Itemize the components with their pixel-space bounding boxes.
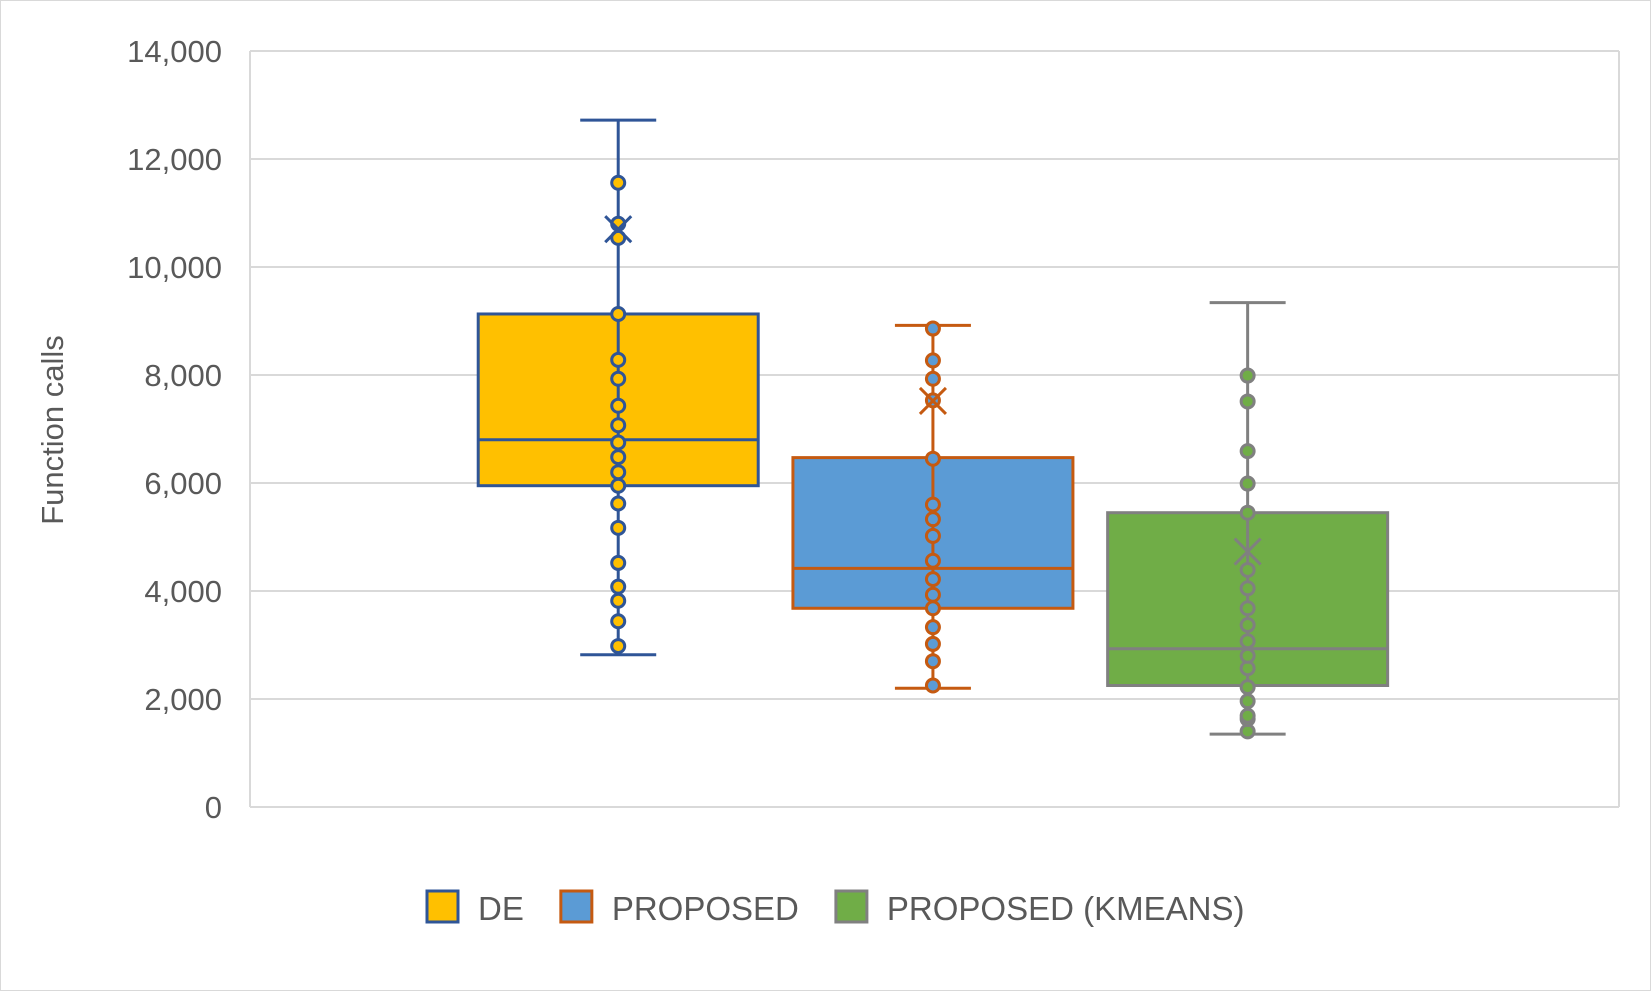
data-point: [610, 174, 627, 191]
data-point: [924, 619, 941, 636]
plot-area: [249, 51, 1620, 807]
y-tick-label: 0: [205, 790, 222, 825]
data-point: [1239, 443, 1256, 460]
legend-label: DE: [478, 890, 524, 927]
data-point: [610, 417, 627, 434]
gridlines: [250, 50, 1619, 808]
legend-label: PROPOSED: [612, 890, 799, 927]
legend: DE PROPOSED PROPOSED (KMEANS): [425, 889, 1245, 927]
box-series-2: [791, 320, 1075, 694]
data-point: [610, 495, 627, 512]
data-point: [1239, 561, 1256, 578]
data-point: [924, 677, 941, 694]
y-tick-label: 2,000: [144, 682, 222, 717]
legend-item-2: PROPOSED: [559, 889, 799, 927]
data-point: [1239, 679, 1256, 696]
data-point: [1239, 600, 1256, 617]
data-point: [1239, 707, 1256, 724]
data-point: [924, 635, 941, 652]
box-series-3: [1106, 301, 1390, 740]
data-point: [610, 554, 627, 571]
data-point: [1239, 633, 1256, 650]
data-point: [1239, 475, 1256, 492]
data-point: [610, 305, 627, 322]
y-tick-label: 4,000: [144, 574, 222, 609]
data-point: [610, 434, 627, 451]
data-point: [924, 571, 941, 588]
data-point: [610, 638, 627, 655]
y-tick-label: 12,000: [127, 142, 222, 177]
data-point: [1239, 693, 1256, 710]
data-point: [924, 653, 941, 670]
data-point: [1239, 367, 1256, 384]
data-point: [610, 519, 627, 536]
data-point: [924, 586, 941, 603]
data-point: [610, 592, 627, 609]
data-point: [610, 477, 627, 494]
data-point: [1239, 647, 1256, 664]
data-point: [610, 351, 627, 368]
y-tick-label: 8,000: [144, 358, 222, 393]
data-point: [924, 352, 941, 369]
box-series-1: [476, 118, 760, 657]
legend-item-1: DE: [425, 889, 524, 927]
data-point: [924, 552, 941, 569]
y-tick-label: 6,000: [144, 466, 222, 501]
legend-swatch: [425, 889, 460, 924]
data-point: [924, 496, 941, 513]
data-point: [1239, 580, 1256, 597]
y-axis-title: Function calls: [35, 335, 70, 525]
data-point: [610, 464, 627, 481]
y-tick-label: 10,000: [127, 250, 222, 285]
data-point: [610, 578, 627, 595]
data-point: [924, 320, 941, 337]
data-point: [610, 449, 627, 466]
data-point: [924, 370, 941, 387]
data-point: [610, 613, 627, 630]
data-point: [1239, 393, 1256, 410]
data-point: [610, 370, 627, 387]
data-point: [1239, 504, 1256, 521]
data-point: [924, 511, 941, 528]
mean-marker: [918, 386, 947, 415]
y-axis-tick-labels: 0 2,000 4,000 6,000 8,000 10,000 12,000 14,000: [127, 34, 222, 825]
data-point: [1239, 617, 1256, 634]
data-point: [610, 397, 627, 414]
legend-label: PROPOSED (KMEANS): [887, 890, 1245, 927]
legend-swatch: [559, 889, 594, 924]
legend-item-3: PROPOSED (KMEANS): [834, 889, 1245, 927]
data-point: [924, 527, 941, 544]
mean-marker: [1233, 537, 1262, 566]
y-tick-label: 14,000: [127, 34, 222, 69]
box-series-group: [476, 118, 1390, 740]
legend-swatch: [834, 889, 869, 924]
mean-marker: [604, 215, 633, 244]
data-point: [924, 450, 941, 467]
data-point: [924, 600, 941, 617]
